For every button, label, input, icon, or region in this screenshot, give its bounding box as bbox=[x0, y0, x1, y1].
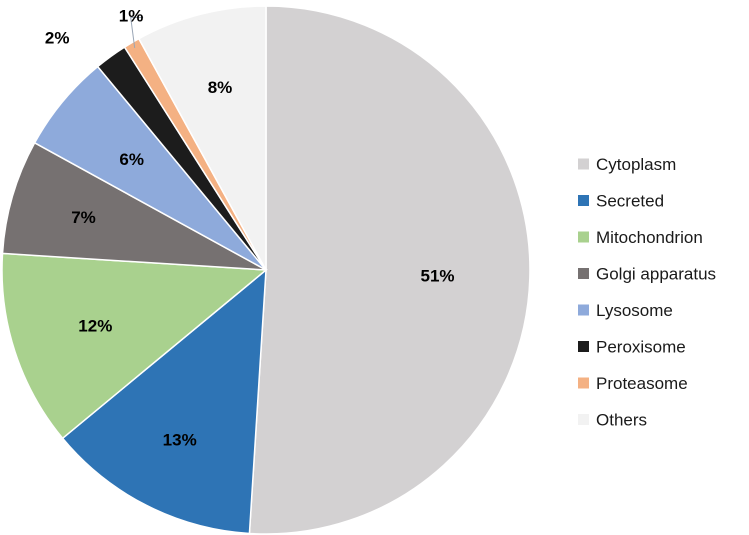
legend-swatch-mitochondrion bbox=[578, 231, 589, 243]
legend-swatch-golgi-apparatus bbox=[578, 268, 589, 279]
slice-golgi-apparatus bbox=[1, 141, 267, 271]
legend-label-lysosome: Lysosome bbox=[596, 301, 673, 320]
leader-lines bbox=[130, 17, 144, 48]
slice-mitochondrion bbox=[1, 252, 268, 440]
legend-swatch-cytoplasm bbox=[578, 158, 589, 170]
slice-label-proteasome: 1% bbox=[119, 7, 144, 26]
slice-labels: 51% 13% 12% 7% 6% 2% 1% 8% bbox=[45, 7, 455, 450]
slice-label-others: 8% bbox=[208, 78, 233, 97]
slice-label-cytoplasm: 51% bbox=[420, 266, 454, 285]
legend-label-proteasome: Proteasome bbox=[596, 374, 688, 393]
slice-label-peroxisome: 2% bbox=[45, 29, 70, 48]
legend-swatch-secreted bbox=[578, 195, 589, 206]
legend-label-cytoplasm: Cytoplasm bbox=[596, 155, 676, 174]
slice-label-mitochondrion: 12% bbox=[78, 317, 112, 336]
legend: Cytoplasm Secreted Mitochondrion Golgi appa… bbox=[578, 155, 716, 430]
pie-slices bbox=[1, 5, 531, 535]
slice-label-secreted: 13% bbox=[163, 430, 197, 449]
slice-secreted bbox=[61, 268, 267, 535]
slice-label-golgi-apparatus: 7% bbox=[71, 208, 96, 227]
legend-swatch-peroxisome bbox=[578, 341, 589, 352]
legend-swatch-proteasome bbox=[578, 377, 589, 389]
legend-swatch-lysosome bbox=[578, 304, 589, 316]
legend-label-secreted: Secreted bbox=[596, 192, 664, 211]
leader-line-proteasome bbox=[130, 17, 144, 48]
legend-swatch-others bbox=[578, 414, 589, 425]
legend-label-golgi-apparatus: Golgi apparatus bbox=[596, 265, 716, 284]
legend-label-mitochondrion: Mitochondrion bbox=[596, 228, 703, 247]
slice-others bbox=[137, 5, 267, 271]
legend-label-peroxisome: Peroxisome bbox=[596, 338, 686, 357]
slice-cytoplasm bbox=[248, 5, 531, 535]
legend-label-others: Others bbox=[596, 411, 647, 430]
slice-label-lysosome: 6% bbox=[119, 150, 144, 169]
